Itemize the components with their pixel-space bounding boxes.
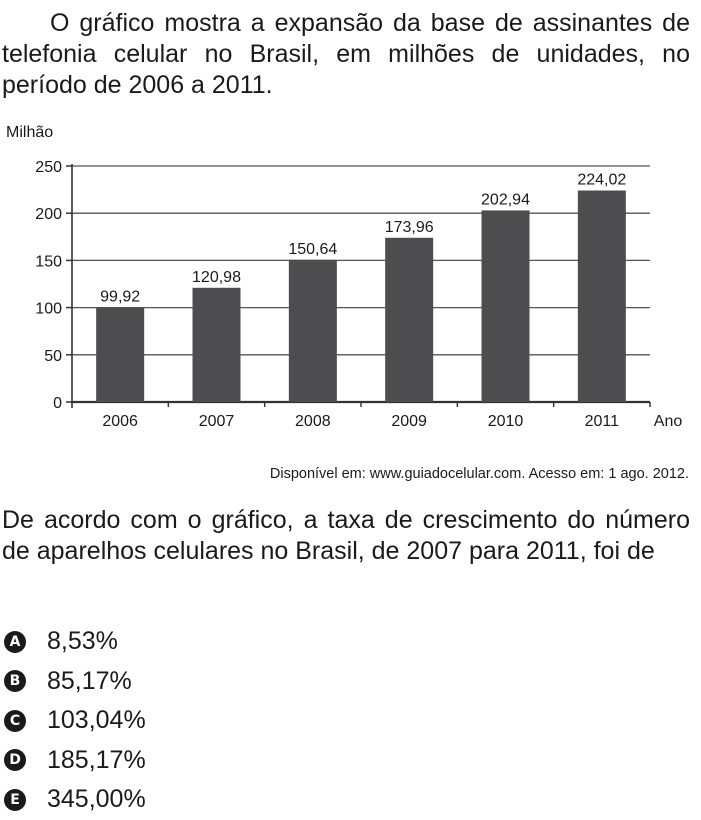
y-tick-label: 250	[35, 159, 62, 176]
bar-2008	[288, 259, 337, 402]
bar-chart-svg: Milhão 0 50 100 150 200 250 99,92 2006 120,98 2007…	[6, 124, 683, 430]
bar-2006	[96, 307, 145, 402]
x-tick-label-2011: 2011	[585, 413, 620, 430]
bar-value-label-2010: 202,94	[481, 191, 530, 208]
option-b[interactable]: B 85,17%	[4, 662, 146, 702]
y-tick-label: 100	[35, 301, 62, 318]
bar-2007	[192, 287, 241, 402]
x-tick-label-2008: 2008	[295, 413, 331, 430]
bar-2010	[481, 210, 530, 402]
answer-options: A 8,53% B 85,17% C 103,04% D 185,17% E 3…	[4, 622, 146, 820]
option-d-text: 185,17%	[47, 745, 146, 774]
bar-value-label-2008: 150,64	[288, 241, 337, 258]
option-c-letter-badge: C	[4, 709, 26, 732]
bar-2011	[577, 190, 626, 402]
option-e-letter-badge: E	[4, 788, 26, 811]
option-b-letter-badge: B	[4, 670, 26, 693]
y-tick-label: 200	[35, 206, 62, 223]
y-tick-label: 150	[35, 253, 62, 270]
y-axis-label: Milhão	[6, 124, 53, 141]
bar-value-label-2009: 173,96	[385, 219, 434, 236]
option-a-letter-badge: A	[4, 630, 26, 653]
question-text: De acordo com o gráfico, a taxa de cresc…	[2, 506, 690, 565]
bar-chart: Milhão 0 50 100 150 200 250 99,92 2006 120,98 2007…	[0, 118, 701, 438]
option-b-text: 85,17%	[47, 666, 132, 695]
intro-text: O gráfico mostra a expansão da base de a…	[2, 9, 690, 99]
option-d[interactable]: D 185,17%	[4, 741, 146, 781]
x-tick-label-2007: 2007	[199, 413, 235, 430]
x-axis-label: Ano	[654, 413, 683, 430]
bar-value-label-2011: 224,02	[577, 172, 626, 189]
y-tick-label: 0	[53, 395, 62, 412]
bar-value-label-2006: 99,92	[100, 289, 140, 306]
option-d-letter-badge: D	[4, 749, 26, 772]
x-tick-label-2009: 2009	[391, 413, 427, 430]
bar-2009	[385, 237, 434, 402]
x-tick-label-2006: 2006	[102, 413, 138, 430]
option-e[interactable]: E 345,00%	[4, 780, 146, 820]
option-a[interactable]: A 8,53%	[4, 622, 146, 662]
bar-value-label-2007: 120,98	[192, 269, 241, 286]
x-tick-label-2010: 2010	[488, 413, 524, 430]
option-a-text: 8,53%	[47, 627, 118, 656]
option-c-text: 103,04%	[47, 706, 146, 735]
option-c[interactable]: C 103,04%	[4, 701, 146, 741]
option-e-text: 345,00%	[47, 785, 146, 814]
y-tick-label: 50	[44, 348, 62, 365]
source-citation: Disponível em: www.guiadocelular.com. Ac…	[269, 466, 689, 482]
